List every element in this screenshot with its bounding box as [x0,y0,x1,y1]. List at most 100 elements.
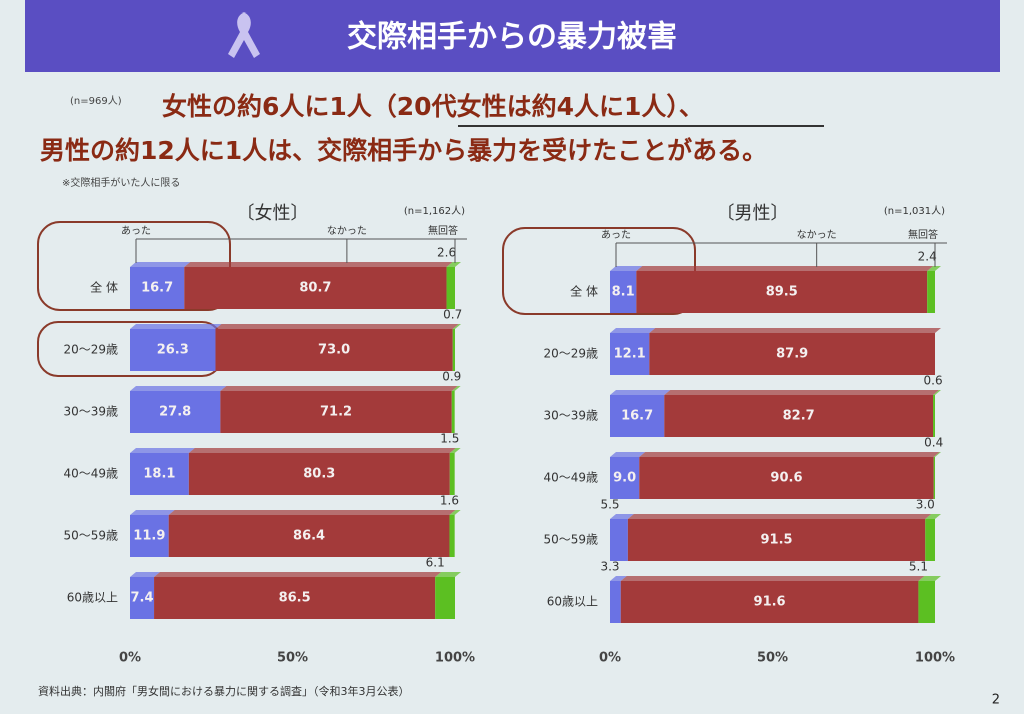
value-label: 89.5 [766,285,798,300]
bar-top [927,266,941,271]
category-label: 20～29歳 [63,343,118,357]
x-tick-label: 50% [757,651,788,666]
bar-top [130,510,175,515]
legend-label: あった [121,225,151,237]
bar-top [130,572,161,577]
bar-top [627,514,932,519]
bar-segment [130,577,155,619]
bar-segment [610,395,665,437]
bar-top [451,386,461,391]
value-label: 1.6 [440,494,459,508]
bar-top [925,514,941,519]
value-label: 5.1 [909,560,928,574]
value-label: 71.2 [320,405,352,420]
bar-top [610,328,656,333]
category-label: 全 体 [90,280,118,295]
page-number: 2 [992,693,1000,708]
value-label: 87.9 [776,347,808,362]
bar-top [154,572,442,577]
value-label: 86.4 [293,529,325,544]
bar-segment [927,271,935,313]
category-label: 40～49歳 [543,471,598,485]
bar-top [610,576,627,581]
value-label: 9.0 [613,471,636,486]
headline: 女性の約6人に1人（20代女性は約4人に1人）、 [162,92,704,121]
bar-top [446,262,461,267]
bar-segment [130,515,169,557]
category-label: 30～39歳 [543,409,598,423]
category-label: 60歳以上 [67,591,118,605]
bar-segment [664,395,934,437]
bar-top [620,576,925,581]
value-label: 91.5 [761,533,793,548]
legend-label: あった [601,229,631,241]
value-label: 2.4 [918,250,937,264]
bar-top [610,390,671,395]
bar-segment [639,457,934,499]
value-label: 2.6 [437,246,456,260]
bar-top [215,324,459,329]
bar-top [452,324,461,329]
bar-segment [627,519,926,561]
value-label: 16.7 [621,409,653,424]
bar-segment [130,453,189,495]
value-label: 8.1 [612,285,635,300]
bar-segment [636,271,928,313]
legend-label: 無回答 [908,228,938,241]
headline: 男性の約12人に1人は、交際相手から暴力を受けたことがある。 [40,136,767,165]
title-banner [25,0,1000,72]
value-label: 86.5 [279,591,311,606]
value-label: 90.6 [770,471,802,486]
value-label: 7.4 [131,591,154,606]
bar-segment [449,453,455,495]
category-label: 50～59歳 [63,529,118,543]
note: ※交際相手がいた人に限る [62,176,180,189]
bar-top [610,514,634,519]
value-label: 6.1 [426,556,445,570]
legend-label: なかった [327,225,367,237]
value-label: 1.5 [440,432,459,446]
category-label: 全 体 [570,284,598,299]
bar-top [168,510,456,515]
category-label: 20～29歳 [543,347,598,361]
bar-segment [154,577,436,619]
bar-segment [620,581,919,623]
sample-size: (n=969人) [70,95,122,107]
x-tick-label: 100% [435,651,475,666]
bar-top [636,266,934,271]
bar-top [220,386,458,391]
category-label: 60歳以上 [547,595,598,609]
value-label: 27.8 [159,405,191,420]
category-label: 40～49歳 [63,467,118,481]
x-tick-label: 50% [277,651,308,666]
bar-segment [130,391,221,433]
bar-top [130,324,222,329]
value-label: 80.7 [299,281,331,296]
chart-subtitle: (n=1,162人) [404,205,465,217]
bar-segment [610,581,621,623]
value-label: 3.3 [600,560,619,574]
value-label: 11.9 [133,529,165,544]
value-label: 12.1 [614,347,646,362]
bar-segment [449,515,455,557]
bar-segment [184,267,447,309]
bar-segment [130,267,185,309]
bar-segment [925,519,935,561]
bar-segment [435,577,455,619]
bar-top [449,510,461,515]
value-label: 18.1 [143,467,175,482]
bar-segment [610,457,640,499]
source: 資料出典：内閣府「男女間における暴力に関する調査」（令和3年3月公表） [38,684,410,698]
bar-top [649,328,941,333]
value-label: 91.6 [754,595,786,610]
value-label: 0.4 [924,436,943,450]
legend-label: 無回答 [428,224,458,237]
value-label: 26.3 [157,343,189,358]
bar-top [130,262,191,267]
bar-segment [610,519,628,561]
bar-top [639,452,940,457]
value-label: 3.0 [916,498,935,512]
bar-top [918,576,941,581]
